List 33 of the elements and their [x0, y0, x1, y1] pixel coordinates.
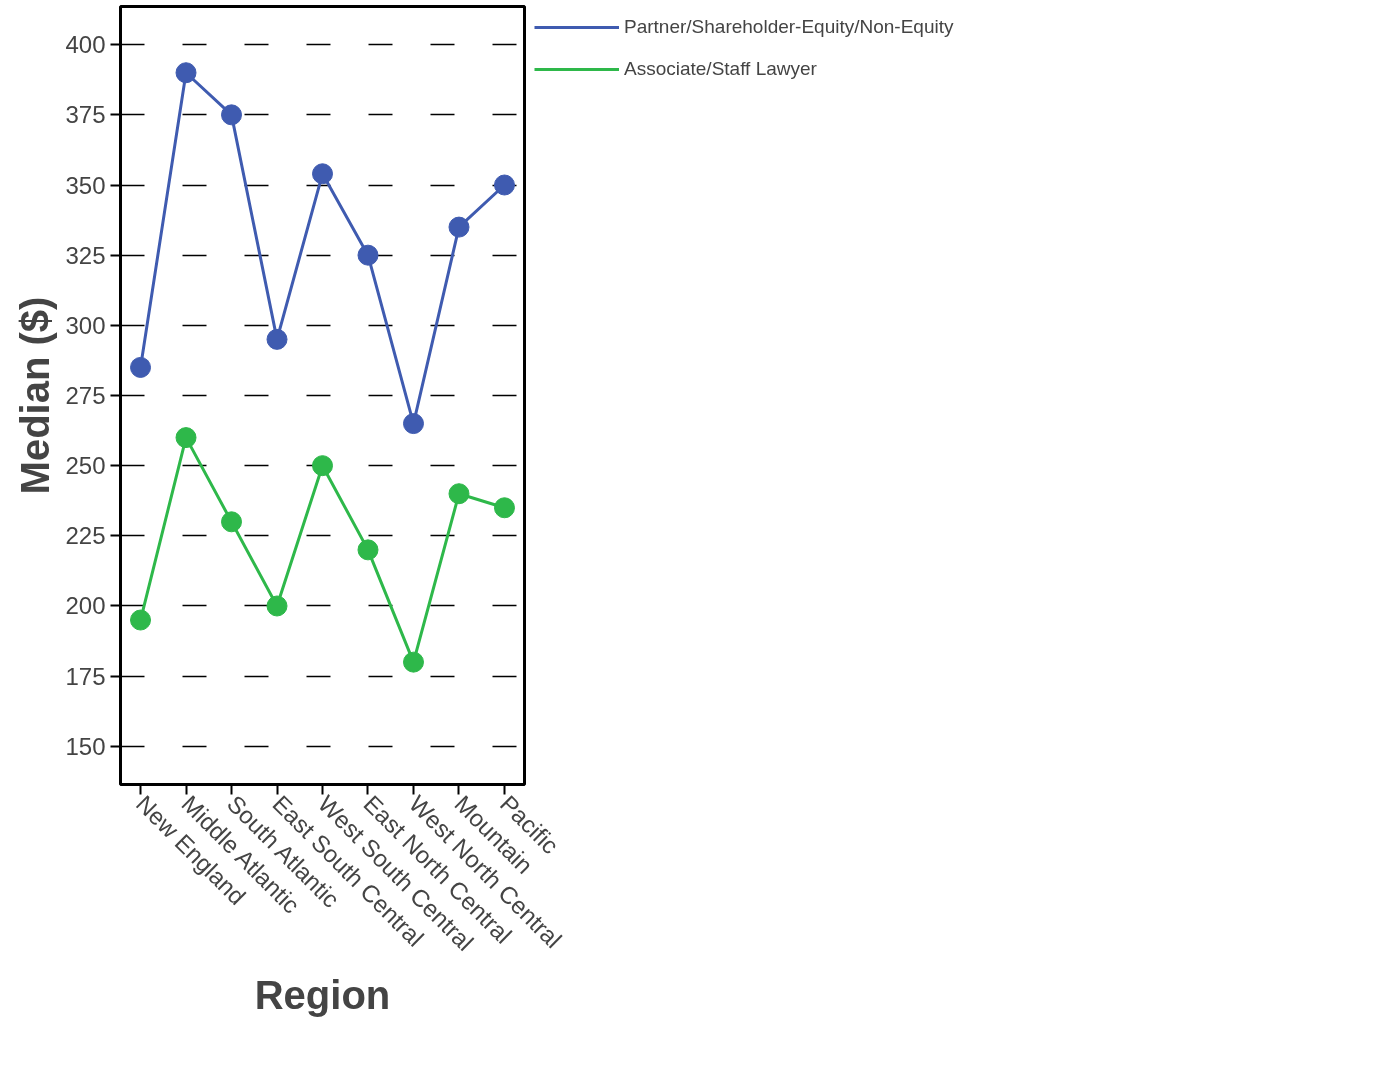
y-tick-label: 250 [65, 452, 106, 480]
y-tick-label: 175 [65, 662, 106, 690]
point [130, 356, 152, 378]
y-tick-label: 150 [65, 732, 106, 760]
y-tick-label: 350 [65, 171, 106, 199]
point [175, 62, 197, 84]
legend-label: Partner/Shareholder-Equity/Non-Equity [624, 16, 954, 38]
y-tick-label: 200 [65, 592, 106, 620]
x-axis-title: Region [254, 973, 391, 1018]
legend-label: Associate/Staff Lawyer [624, 58, 817, 80]
point [175, 427, 197, 449]
point [221, 104, 243, 126]
point [402, 651, 424, 673]
y-tick-label: 375 [65, 101, 106, 129]
point [221, 511, 243, 533]
point [130, 609, 152, 631]
point [493, 497, 515, 519]
point [312, 455, 333, 477]
y-tick-label: 300 [65, 311, 106, 339]
point [357, 539, 379, 561]
point [266, 595, 288, 617]
point [448, 216, 470, 238]
y-axis-title: Median ($) [13, 296, 58, 495]
y-tick-label: 275 [65, 382, 106, 409]
y-tick-label: 225 [65, 522, 106, 550]
point [448, 483, 470, 505]
point [357, 244, 379, 266]
point [266, 328, 288, 350]
point [493, 174, 515, 196]
y-tick-label: 325 [65, 241, 106, 269]
point [312, 163, 333, 185]
point [402, 413, 424, 435]
y-tick-label: 400 [65, 31, 106, 59]
